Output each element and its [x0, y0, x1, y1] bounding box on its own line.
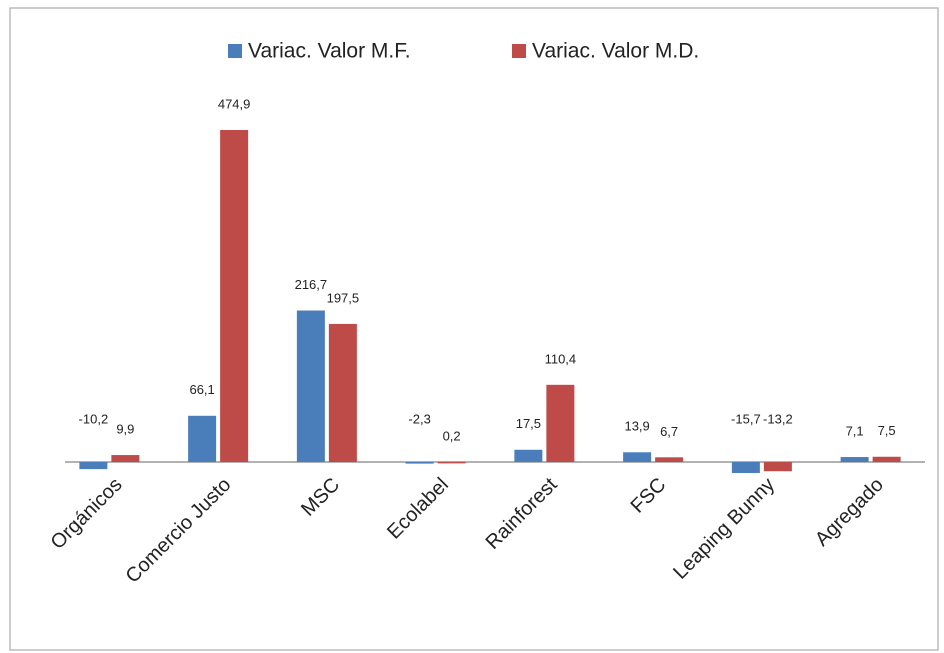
bar — [623, 452, 652, 462]
legend-swatch — [228, 44, 242, 58]
bar — [79, 462, 108, 470]
bar — [111, 455, 140, 462]
value-label: 0,2 — [443, 428, 461, 443]
bar — [731, 462, 760, 473]
bar — [514, 449, 543, 462]
bar — [296, 310, 325, 462]
value-label: -2,3 — [408, 411, 430, 426]
value-label: 17,5 — [516, 416, 541, 431]
value-label: 13,9 — [624, 419, 649, 434]
value-label: 474,9 — [218, 96, 251, 111]
bar — [405, 462, 434, 464]
legend-swatch — [512, 44, 526, 58]
value-label: 110,4 — [545, 351, 577, 366]
value-label: 9,9 — [116, 422, 134, 437]
value-label: 7,1 — [846, 423, 864, 438]
bar — [328, 323, 357, 462]
legend-label: Variac. Valor M.D. — [532, 40, 699, 63]
value-label: -10,2 — [79, 411, 109, 426]
value-label: 6,7 — [660, 424, 678, 439]
bar — [655, 457, 684, 462]
bar — [872, 456, 901, 462]
bar — [188, 415, 217, 462]
bar — [437, 461, 466, 464]
bar — [763, 462, 792, 472]
chart-frame — [9, 7, 939, 651]
value-label: -15,7 — [731, 411, 761, 426]
bar — [840, 457, 869, 462]
bar — [220, 130, 249, 462]
value-label: 216,7 — [295, 277, 328, 292]
value-label: 197,5 — [327, 290, 360, 305]
value-label: 7,5 — [878, 423, 896, 438]
legend-label: Variac. Valor M.F. — [248, 40, 411, 63]
bar — [546, 384, 575, 462]
value-label: -13,2 — [763, 411, 793, 426]
value-label: 66,1 — [189, 382, 214, 397]
